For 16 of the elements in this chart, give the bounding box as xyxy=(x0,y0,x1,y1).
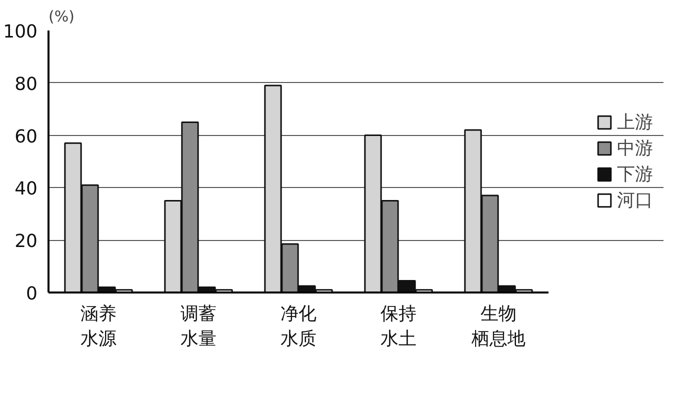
y-axis-title: (%) xyxy=(48,8,74,26)
x-tick-label: 调蓄水量 xyxy=(180,304,216,350)
x-tick-label: 净化水质 xyxy=(280,304,316,350)
legend-label: 下游 xyxy=(617,163,653,186)
y-tick-label: 100 xyxy=(3,22,38,42)
legend-label: 中游 xyxy=(617,137,653,160)
y-tick-label: 80 xyxy=(14,74,38,95)
y-tick-label: 60 xyxy=(14,126,38,148)
legend-label: 河口 xyxy=(617,189,653,212)
legend-label: 上游 xyxy=(617,111,653,134)
x-tick-label: 保持水土 xyxy=(380,304,416,350)
x-tick-label: 涵养水源 xyxy=(80,304,116,350)
x-tick-label: 生物栖息地 xyxy=(470,304,526,350)
y-tick-label: 20 xyxy=(14,231,38,252)
y-tick-label: 0 xyxy=(26,284,38,304)
y-tick-label: 40 xyxy=(14,178,38,200)
